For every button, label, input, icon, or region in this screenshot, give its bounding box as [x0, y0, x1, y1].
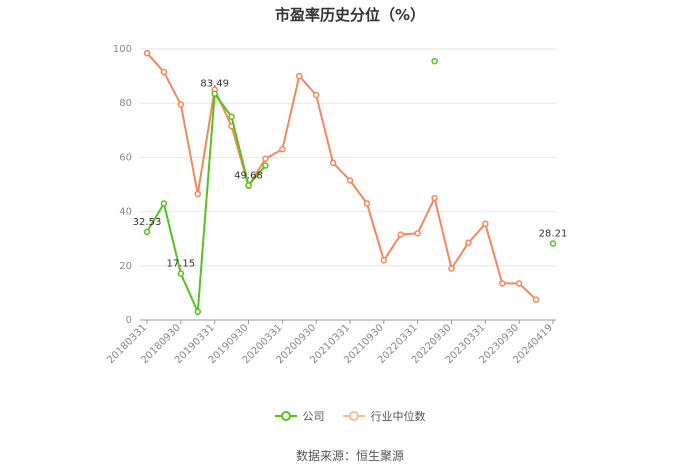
data-point	[414, 230, 421, 237]
series-line-0	[146, 90, 267, 313]
y-tick-label: 0	[126, 315, 132, 326]
data-label: 83.49	[200, 79, 229, 90]
data-point	[279, 146, 286, 153]
data-label: 28.21	[539, 229, 568, 240]
y-tick-label: 100	[113, 44, 132, 55]
data-point	[329, 159, 337, 167]
legend-industry-label: 行业中位数	[370, 410, 426, 423]
data-point	[211, 90, 218, 97]
data-point	[194, 190, 201, 198]
data-point	[431, 194, 438, 202]
data-point	[228, 113, 235, 120]
data-point	[177, 270, 185, 277]
data-point	[465, 239, 472, 247]
data-point	[532, 296, 540, 303]
data-point	[448, 265, 455, 272]
data-point	[549, 240, 557, 247]
legend-company-symbol	[274, 411, 297, 421]
data-point	[262, 162, 269, 169]
y-tick-label: 80	[119, 98, 132, 109]
data-point	[160, 68, 168, 76]
legend-industry-symbol	[342, 411, 365, 421]
y-tick-label: 20	[119, 261, 132, 272]
data-point	[397, 231, 404, 238]
data-source: 数据来源：恒生聚源	[295, 449, 404, 463]
data-point	[312, 91, 320, 99]
y-tick-label: 40	[119, 207, 132, 218]
data-point	[160, 200, 168, 207]
data-point	[177, 101, 185, 108]
series-line-1	[146, 52, 537, 301]
data-point	[262, 155, 269, 163]
legend-item-industry[interactable]: 行业中位数	[342, 408, 426, 424]
legend: 公司 行业中位数	[0, 408, 700, 424]
chart-title: 市盈率历史分位（%）	[274, 6, 426, 24]
data-point	[194, 308, 201, 316]
legend-company-label: 公司	[302, 410, 325, 423]
data-label: 17.15	[167, 259, 196, 270]
data-point	[482, 220, 489, 228]
data-point	[143, 49, 151, 57]
data-point	[380, 257, 388, 264]
y-tick-label: 60	[119, 152, 132, 163]
data-point	[296, 72, 303, 80]
data-point	[499, 280, 506, 287]
data-point	[346, 177, 354, 184]
data-point	[143, 228, 151, 236]
data-point	[245, 182, 252, 189]
data-label: 49.68	[234, 170, 263, 181]
data-label: 32.53	[133, 217, 162, 228]
data-point	[363, 200, 371, 207]
data-point	[515, 280, 523, 287]
data-point	[431, 57, 438, 65]
legend-item-company[interactable]: 公司	[274, 408, 325, 424]
